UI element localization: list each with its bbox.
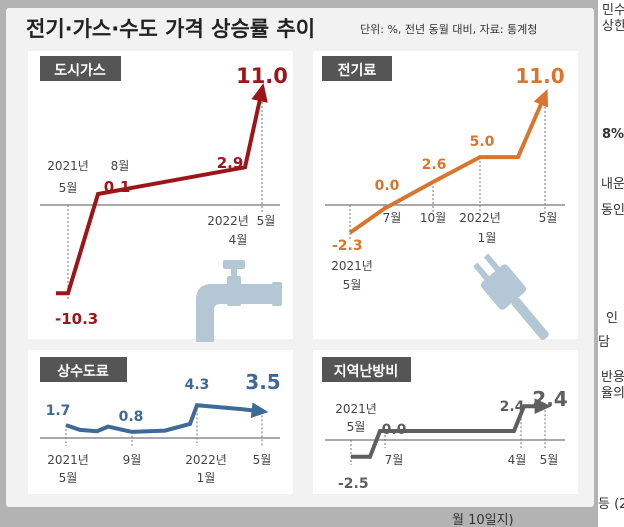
side-fragment: 율의 [601, 386, 624, 401]
panel-label-city-gas: 도시가스 [40, 56, 121, 81]
tick-label: 5월 [343, 278, 362, 292]
tick-label: 2021년 [47, 453, 89, 467]
chart-water: 1.7 0.8 4.3 3.5 2021년 5월 9월 2022년 1월 5월 [40, 370, 281, 485]
tick-label: 1월 [478, 231, 497, 245]
data-label: 5.0 [470, 134, 495, 150]
side-article-strip [598, 0, 624, 527]
side-fragment: 동인 [601, 203, 624, 218]
tick-label: 2021년 [335, 402, 377, 416]
tick-label: 5월 [59, 471, 78, 485]
data-label: 11.0 [515, 64, 564, 88]
faucet-icon [196, 260, 282, 342]
unit-source-note: 단위: %, 전년 동월 대비, 자료: 통계청 [360, 23, 537, 36]
side-fragment: 반용 [601, 370, 624, 385]
panel-label-electricity: 전기료 [322, 56, 392, 81]
chart-heating: -2.5 0.0 2.4 2.4 2021년 5월 7월 4월 5월 [325, 387, 568, 492]
series-arrow [534, 398, 552, 414]
data-label: 0.8 [119, 409, 144, 425]
chart-city-gas: -10.3 0.1 2.9 11.0 2021년 5월 8월 2022년 4월 5월 [40, 64, 288, 328]
side-fragment: 민수 [602, 3, 624, 18]
tick-label: 9월 [123, 453, 142, 467]
tick-label: 4월 [508, 453, 527, 467]
data-label: 1.7 [46, 403, 71, 419]
series-arrow [533, 89, 548, 108]
tick-label: 5월 [539, 211, 558, 225]
series-line [65, 403, 263, 434]
data-label: 0.0 [382, 422, 407, 438]
data-label: -2.3 [332, 238, 363, 254]
tick-label: 5월 [59, 181, 78, 195]
data-label: -2.5 [338, 476, 369, 492]
side-fragment: 내운 [601, 177, 624, 192]
tick-label: 8월 [111, 159, 130, 173]
panel-title: 상수도료 [57, 364, 109, 380]
series-line [348, 94, 547, 235]
side-fragment: 등 (2 [598, 497, 624, 512]
side-fragment: 상한 [602, 19, 624, 34]
panel-title: 도시가스 [54, 63, 106, 79]
series-line [351, 404, 545, 459]
data-label: -10.3 [55, 310, 98, 328]
data-label: 2.4 [532, 387, 567, 411]
tick-label: 7월 [383, 211, 402, 225]
data-label: 2.9 [217, 154, 244, 172]
panel-electricity [313, 51, 578, 339]
data-label: 0.1 [104, 178, 131, 196]
panel-label-heating: 지역난방비 [322, 357, 411, 382]
tick-label: 2021년 [47, 159, 89, 173]
tick-label: 5월 [347, 420, 366, 434]
series-line [56, 89, 264, 296]
tick-label: 2022년 [185, 453, 227, 467]
data-label: 0.0 [375, 178, 400, 194]
panel-title: 전기료 [338, 62, 377, 79]
side-fragment: 담 [598, 335, 610, 350]
tick-label: 5월 [257, 214, 276, 228]
tick-label: 7월 [385, 453, 404, 467]
tick-label: 5월 [253, 453, 272, 467]
panel-label-water: 상수도료 [40, 357, 127, 382]
tick-label: 1월 [197, 471, 216, 485]
data-label: 3.5 [245, 370, 280, 394]
plug-icon [473, 253, 549, 340]
infographic-title: 전기·가스·수도 가격 상승률 추이 [26, 17, 315, 41]
series-arrow [251, 83, 268, 103]
data-label: 2.4 [500, 399, 525, 415]
tick-label: 2021년 [331, 259, 373, 273]
data-label: 11.0 [236, 64, 288, 88]
tick-label: 5월 [540, 453, 559, 467]
tick-label: 2022년 [207, 214, 249, 228]
chart-electricity: -2.3 0.0 2.6 5.0 11.0 2021년 5월 7월 10월 2022년 1월 5월 [325, 64, 565, 292]
tick-label: 10월 [420, 211, 446, 225]
data-label: 4.3 [185, 377, 210, 393]
tick-label: 2022년 [459, 211, 501, 225]
panel-title: 지역난방비 [334, 363, 398, 380]
tick-label: 4월 [229, 233, 248, 247]
side-fragment: 인 [606, 311, 618, 326]
data-label: 2.6 [422, 157, 447, 173]
series-arrow [250, 402, 269, 418]
side-fragment: 8% [602, 127, 624, 142]
side-fragment: 월 10일지) [452, 513, 514, 527]
